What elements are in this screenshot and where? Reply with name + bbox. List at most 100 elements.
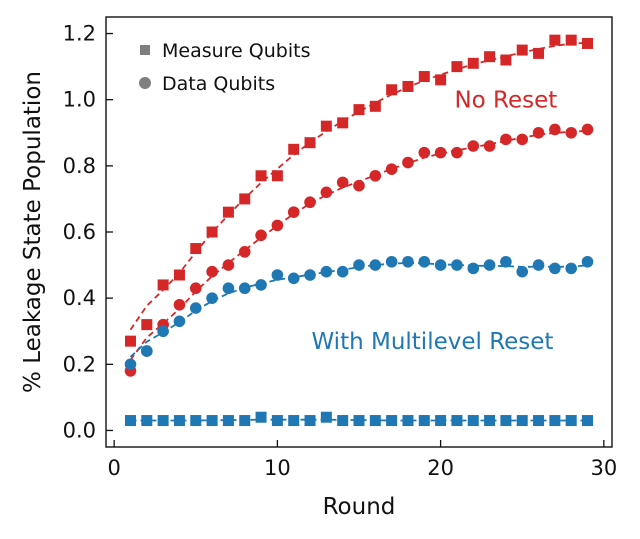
square-marker <box>141 319 153 331</box>
y-axis-label: % Leakage State Population <box>20 71 46 393</box>
square-marker <box>369 415 381 427</box>
square-marker <box>353 415 365 427</box>
circle-marker <box>287 272 300 285</box>
square-marker <box>304 415 316 427</box>
circle-marker <box>271 219 284 232</box>
circle-marker <box>483 259 496 271</box>
square-marker <box>516 415 528 427</box>
square-marker <box>467 415 479 427</box>
square-marker <box>402 415 414 427</box>
square-marker <box>271 415 283 427</box>
square-marker <box>255 170 267 182</box>
circle-marker <box>238 282 251 295</box>
circle-marker <box>385 255 398 268</box>
circle-marker <box>565 126 577 139</box>
square-marker <box>549 415 561 427</box>
square-marker <box>288 143 300 155</box>
circle-marker <box>255 279 267 291</box>
square-marker <box>549 34 561 46</box>
square-marker <box>418 71 430 83</box>
circle-marker <box>287 206 300 218</box>
data-points <box>124 34 594 427</box>
x-tick-label: 0 <box>107 456 120 480</box>
x-tick-label: 20 <box>427 456 454 480</box>
circle-marker <box>434 146 447 159</box>
circle-marker <box>222 282 235 295</box>
y-tick-label: 0.8 <box>63 154 96 178</box>
annotation-no-reset: No Reset <box>454 88 557 114</box>
legend-circle-marker <box>139 77 151 89</box>
circle-marker <box>206 265 218 278</box>
square-marker <box>435 74 447 86</box>
circle-marker <box>532 259 545 271</box>
square-marker <box>484 51 496 63</box>
square-marker <box>418 415 430 427</box>
y-tick-label: 0.6 <box>63 220 96 244</box>
square-marker <box>157 415 169 427</box>
square-marker <box>320 120 332 132</box>
circle-marker <box>173 315 186 328</box>
circle-marker <box>271 269 284 281</box>
y-tick-label: 0.0 <box>63 418 96 442</box>
square-marker <box>582 415 594 427</box>
circle-marker <box>189 302 202 314</box>
square-marker <box>451 61 463 73</box>
circle-marker <box>483 140 496 152</box>
y-tick-label: 0.2 <box>63 352 96 376</box>
circle-marker <box>255 229 267 242</box>
square-marker <box>271 170 283 182</box>
legend: Measure Qubits Data Qubits <box>139 40 310 95</box>
circle-marker <box>581 255 594 268</box>
square-marker <box>565 34 577 46</box>
y-tick-label: 1.2 <box>63 22 96 46</box>
circle-marker <box>402 255 414 268</box>
square-marker <box>533 47 545 59</box>
square-marker <box>206 415 218 427</box>
circle-marker <box>320 265 333 278</box>
square-marker <box>239 415 251 427</box>
annotation-with-multilevel-reset: With Multilevel Reset <box>311 329 553 355</box>
circle-marker <box>467 140 480 152</box>
square-marker <box>288 415 300 427</box>
square-marker <box>141 415 153 427</box>
circle-marker <box>516 133 529 146</box>
square-marker <box>222 415 234 427</box>
square-marker <box>402 80 414 92</box>
square-marker <box>239 193 251 205</box>
circle-marker <box>336 176 349 189</box>
square-marker <box>369 100 381 112</box>
circle-marker <box>451 146 463 159</box>
circle-marker <box>500 133 512 146</box>
square-marker <box>255 411 267 423</box>
circle-marker <box>336 265 349 278</box>
square-marker <box>484 415 496 427</box>
square-marker <box>222 206 234 218</box>
circle-marker <box>434 259 447 271</box>
x-tick-label: 10 <box>264 456 291 480</box>
circle-marker <box>304 196 316 209</box>
square-marker <box>320 411 332 423</box>
square-marker <box>206 226 218 238</box>
square-marker <box>353 104 365 116</box>
square-marker <box>451 415 463 427</box>
y-tick-label: 1.0 <box>63 88 96 112</box>
circle-marker <box>320 186 333 199</box>
circle-marker <box>549 262 561 275</box>
circle-marker <box>353 259 365 271</box>
square-marker <box>435 415 447 427</box>
square-marker <box>516 44 528 56</box>
square-marker <box>304 137 316 149</box>
circle-marker <box>238 246 251 258</box>
circle-marker <box>581 123 594 136</box>
square-marker <box>467 57 479 69</box>
square-marker <box>190 415 202 427</box>
circle-marker <box>222 259 235 271</box>
square-marker <box>173 415 185 427</box>
legend-square-marker <box>140 45 150 55</box>
x-ticks: 0 10 20 30 <box>107 440 617 480</box>
circle-marker <box>206 292 218 304</box>
square-marker <box>337 415 349 427</box>
circle-marker <box>157 325 169 338</box>
x-axis-label: Round <box>323 494 396 520</box>
